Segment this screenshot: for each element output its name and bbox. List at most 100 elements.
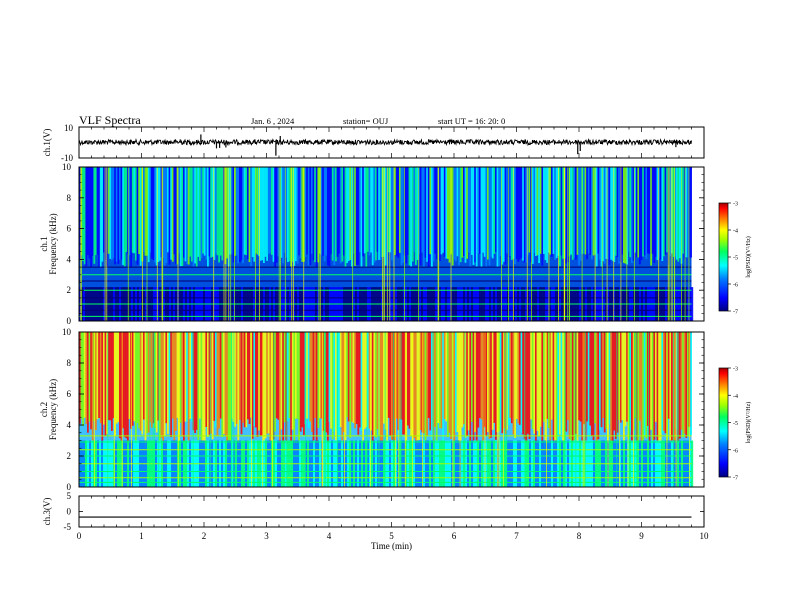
- spectrogram-column: [99, 332, 102, 424]
- spectrogram-column: [101, 167, 104, 262]
- spectrogram-column: [650, 332, 652, 430]
- colorbar-tick-label: -6: [733, 448, 738, 454]
- spectrogram-column: [338, 167, 340, 254]
- spectrogram-column: [536, 332, 539, 431]
- spectrogram-column: [485, 167, 488, 267]
- spectrogram-column: [160, 167, 163, 258]
- spectrogram-column: [522, 332, 524, 435]
- spectrogram-column: [618, 167, 620, 264]
- spectrogram-column: [125, 332, 128, 439]
- spectrogram-column: [354, 167, 356, 266]
- spectrogram-column: [539, 332, 542, 427]
- spectrogram-column: [419, 167, 422, 266]
- spectrogram-column: [133, 332, 136, 422]
- spectrogram-column: [111, 332, 113, 431]
- spectrogram-column: [483, 167, 486, 257]
- spectrogram-column: [464, 332, 467, 438]
- spectrogram-column: [301, 332, 304, 428]
- spectrogram-column: [146, 332, 148, 434]
- spectrogram-column: [138, 167, 140, 255]
- spectrogram-column: [141, 332, 144, 435]
- spectrogram-column: [368, 167, 371, 256]
- spectrogram-column: [447, 167, 449, 259]
- spectrogram-column: [79, 167, 81, 259]
- spectrogram-column: [434, 332, 436, 427]
- spectrogram-column: [645, 332, 648, 439]
- spectrogram-column: [528, 332, 531, 440]
- spectrogram-column: [215, 167, 217, 254]
- spectrogram-column: [602, 167, 604, 262]
- spectrogram-column: [666, 167, 668, 253]
- colorbar-tick-label: -4: [733, 394, 738, 400]
- spectrogram-column: [218, 332, 220, 429]
- spectrogram-column: [159, 167, 161, 261]
- spectrogram-column: [259, 332, 262, 437]
- spectrogram-column: [576, 332, 579, 443]
- spectrogram-column: [117, 167, 120, 264]
- spectrogram-column: [143, 167, 145, 252]
- y-tick-label: 4: [67, 420, 72, 430]
- spectrogram-column: [429, 167, 432, 255]
- spectrogram-column: [151, 332, 153, 428]
- spectrogram-column: [383, 332, 385, 424]
- spectrogram-column: [184, 167, 187, 262]
- spectrogram-column: [95, 167, 97, 256]
- spectrogram-column: [239, 167, 241, 263]
- spectrogram-column: [211, 332, 214, 440]
- spectrogram-column: [648, 332, 651, 447]
- spectrogram-column: [136, 332, 139, 424]
- spectrogram-column: [456, 167, 459, 257]
- spectrogram-column: [370, 167, 372, 253]
- spectrogram-column: [560, 332, 563, 449]
- y-tick-label: 2: [67, 451, 72, 461]
- spectrogram-column: [435, 167, 438, 260]
- spectrogram-column: [376, 167, 379, 252]
- spectrogram-column: [200, 332, 203, 445]
- spectrogram-column: [243, 332, 246, 428]
- spectrogram-column: [535, 332, 537, 445]
- spectrogram-column: [498, 167, 500, 267]
- spectrogram-column: [607, 167, 609, 260]
- spectrogram-column: [442, 167, 444, 253]
- spectrogram-column: [583, 332, 585, 425]
- spectrogram-column: [546, 167, 548, 263]
- spectrogram-column: [283, 167, 286, 253]
- colorbar-tick-label: -5: [733, 421, 738, 427]
- spectrogram-column: [274, 167, 276, 267]
- spectrogram-column: [267, 332, 270, 434]
- spectrogram-column: [565, 167, 568, 264]
- spectrogram-column: [207, 167, 209, 267]
- spectrogram-column: [581, 332, 584, 447]
- spectrogram-column: [475, 332, 478, 442]
- spectrogram-column: [344, 332, 347, 441]
- spectrogram-column: [455, 332, 457, 433]
- spectrogram-column: [240, 332, 243, 435]
- spectrogram-column: [429, 332, 432, 431]
- spectrogram-column: [402, 332, 404, 435]
- spectrogram-column: [120, 332, 123, 445]
- spectrogram-column: [584, 167, 587, 255]
- spectrogram-column: [490, 167, 492, 257]
- spectrogram-column: [538, 167, 540, 264]
- spectrogram-column: [144, 332, 147, 448]
- ch1-waveform-line: [78, 138, 692, 147]
- spectrogram-column: [648, 167, 651, 254]
- spectrogram-column: [469, 332, 472, 444]
- spectrogram-column: [471, 332, 473, 422]
- spectrogram-column: [213, 167, 216, 261]
- spectrogram-column: [575, 167, 577, 260]
- spectrogram-column: [309, 167, 312, 266]
- spectrogram-column: [631, 332, 633, 444]
- spectrogram-column: [511, 332, 513, 424]
- x-tick-label: 0: [77, 531, 82, 541]
- spectrogram-column: [555, 167, 558, 259]
- spectrogram-column: [488, 167, 491, 266]
- spectrogram-column: [298, 332, 300, 448]
- spectrogram-column: [216, 167, 219, 256]
- spectrogram-column: [672, 167, 675, 257]
- spectrogram-column: [205, 167, 208, 260]
- spectrogram-column: [229, 167, 232, 255]
- spectrogram-column: [674, 167, 676, 257]
- spectrogram-column: [619, 332, 622, 423]
- spectrogram-column: [162, 332, 164, 446]
